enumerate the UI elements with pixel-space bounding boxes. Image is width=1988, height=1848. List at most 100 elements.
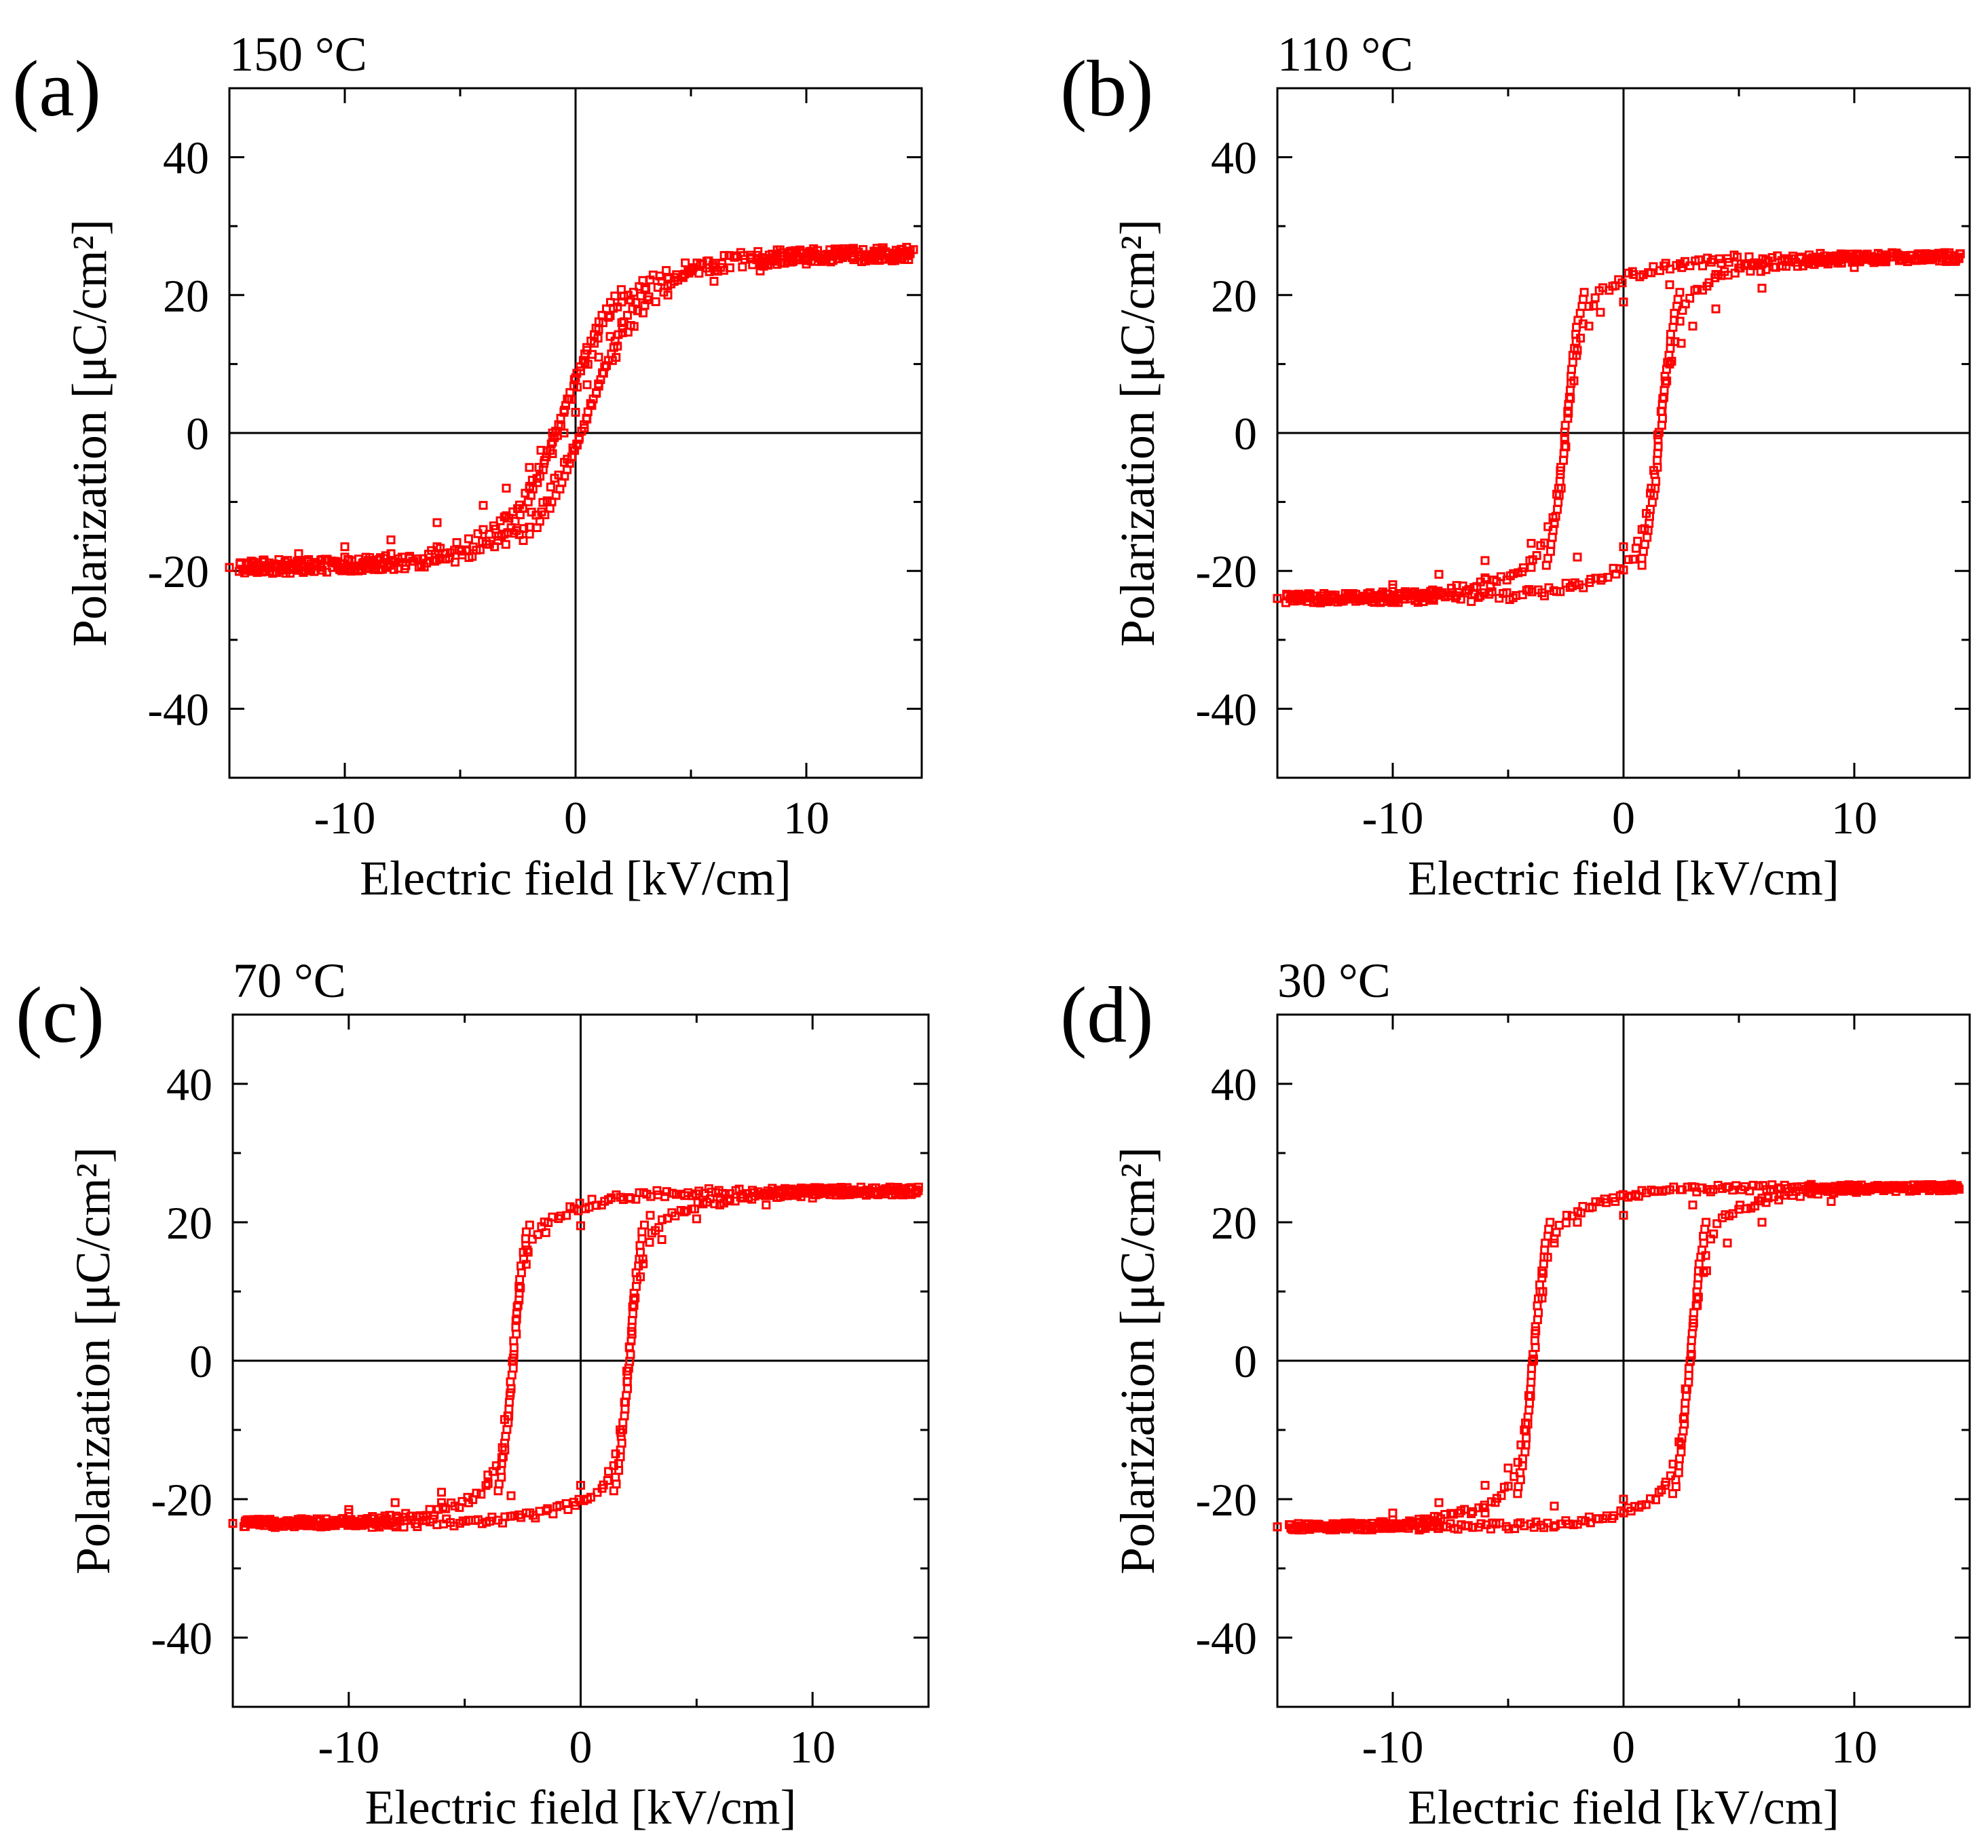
series-point <box>1480 573 1490 582</box>
series-point <box>1550 1239 1559 1248</box>
series-point <box>479 525 488 534</box>
data-point <box>662 1187 671 1196</box>
series-point <box>1388 1508 1398 1517</box>
data-point <box>450 1501 460 1511</box>
series-point <box>594 352 603 362</box>
data-point <box>1567 364 1577 374</box>
data-point <box>634 1261 643 1270</box>
x-tick-label: 0 <box>569 1721 593 1773</box>
data-point <box>612 1479 621 1489</box>
data-point <box>322 567 332 577</box>
data-point <box>1586 574 1596 584</box>
data-point <box>1670 309 1679 318</box>
series-point <box>1686 1356 1695 1365</box>
x-tick-label: -10 <box>1362 792 1424 844</box>
series-point <box>640 284 650 293</box>
data-point <box>1724 258 1733 267</box>
data-point <box>1692 1287 1702 1297</box>
y-axis-title: Polarization [μC/cm²] <box>1110 219 1165 647</box>
series-point <box>386 535 396 544</box>
data-point <box>1539 1260 1548 1269</box>
series-point <box>629 1300 639 1310</box>
series-point <box>1637 525 1647 534</box>
data-point <box>425 1505 434 1514</box>
series-point <box>624 1342 634 1352</box>
x-axis-title: Electric field [kV/cm] <box>1408 1780 1839 1834</box>
data-point <box>586 1492 595 1502</box>
data-point <box>1698 1183 1707 1192</box>
series-point <box>1528 1356 1538 1365</box>
data-point <box>1552 1228 1561 1237</box>
data-point <box>1560 434 1570 444</box>
data-point <box>1664 351 1674 360</box>
data-point <box>671 1190 681 1199</box>
data-point <box>1742 1204 1751 1213</box>
series-point <box>225 563 234 572</box>
data-point <box>1411 590 1421 599</box>
data-point <box>1681 1391 1691 1401</box>
data-point <box>1428 585 1438 595</box>
series-point <box>1434 569 1444 579</box>
data-point <box>519 524 529 533</box>
y-tick-label: -40 <box>147 683 209 735</box>
data-point <box>1534 1308 1543 1317</box>
data-point <box>1518 563 1528 573</box>
y-tick-label: 20 <box>1211 1197 1257 1249</box>
data-point <box>738 262 747 271</box>
data-point <box>518 504 527 513</box>
data-point <box>1554 497 1563 507</box>
data-point <box>1674 1461 1684 1471</box>
series-point <box>594 325 603 335</box>
series-point <box>1653 442 1663 451</box>
data-point <box>500 1438 510 1448</box>
series-point <box>344 1508 354 1517</box>
data-point <box>1546 540 1556 549</box>
x-tick-label: 10 <box>783 792 829 844</box>
data-point <box>1714 254 1724 263</box>
data-point <box>1674 1468 1683 1477</box>
data-point <box>1518 1454 1527 1464</box>
y-tick-label: 0 <box>1234 408 1257 459</box>
series-point <box>1702 1266 1711 1275</box>
series-point <box>437 1488 446 1497</box>
data-point <box>475 545 485 554</box>
series-point <box>483 1470 493 1479</box>
series-point <box>663 290 673 300</box>
series-point <box>605 311 615 320</box>
data-point <box>1767 252 1777 262</box>
data-point <box>1660 372 1670 381</box>
series-point <box>617 318 626 327</box>
series-ascending <box>1273 1183 1963 1532</box>
data-markers <box>1281 248 1965 607</box>
data-point <box>1467 1509 1476 1518</box>
series-point <box>1526 563 1536 572</box>
data-point <box>725 1194 734 1203</box>
panel-letter: (a) <box>12 44 101 133</box>
series-point <box>715 1201 724 1209</box>
data-point <box>1617 278 1627 288</box>
data-point <box>502 1425 512 1434</box>
data-point <box>476 1490 486 1499</box>
data-point <box>491 1461 501 1471</box>
data-point <box>1668 322 1678 332</box>
data-point <box>658 1215 667 1224</box>
data-point <box>1619 565 1628 575</box>
data-point <box>493 535 503 545</box>
series-point <box>1953 252 1963 262</box>
data-point <box>1526 1384 1535 1394</box>
series-point <box>709 263 719 272</box>
series-point <box>663 273 673 282</box>
series-point <box>639 1259 648 1268</box>
series-point <box>802 259 811 269</box>
data-point <box>638 308 648 318</box>
data-point <box>1673 295 1683 304</box>
panel-letter: (c) <box>16 970 105 1059</box>
data-point <box>512 1309 521 1319</box>
series-point <box>432 518 442 527</box>
data-point <box>1687 1329 1697 1338</box>
data-point <box>651 297 660 307</box>
series-point <box>576 1481 585 1490</box>
data-point <box>1541 561 1551 570</box>
series-point <box>1693 1300 1702 1310</box>
data-point <box>1681 1399 1690 1408</box>
